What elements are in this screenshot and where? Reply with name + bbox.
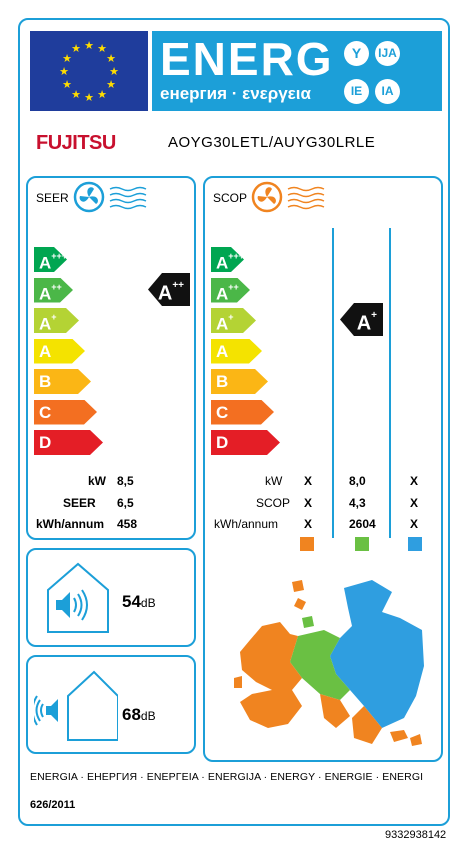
- scop-class-letter-3: A: [216, 341, 229, 361]
- outdoor-noise-panel: [26, 655, 196, 754]
- scop-class-arrow-6: D: [211, 430, 280, 455]
- speaker-outdoor-icon: [34, 670, 118, 741]
- seer-class-plus-2: +: [51, 312, 57, 322]
- scop-annual-warmer: X: [304, 517, 313, 531]
- svg-text:★: ★: [59, 65, 69, 78]
- scop-scop-warmer: X: [304, 496, 313, 510]
- scop-rating-plus: +: [371, 310, 377, 321]
- scop-class-arrow-4: B: [211, 369, 268, 394]
- indoor-noise-panel: [26, 548, 196, 647]
- seer-class-arrow-6: D: [34, 430, 103, 455]
- average-climate-swatch: [355, 537, 369, 551]
- fan-cooling-icon: [73, 181, 147, 213]
- svg-text:★: ★: [106, 78, 116, 91]
- label-code: 9332938142: [385, 829, 447, 841]
- svg-text:★: ★: [84, 39, 94, 52]
- seer-class-arrow-5: C: [34, 400, 97, 425]
- europe-climate-map: [234, 580, 424, 746]
- indoor-noise-level: 54dB: [122, 592, 156, 612]
- scop-scop-label: SCOP: [256, 496, 291, 510]
- seer-class-letter-4: B: [39, 372, 52, 391]
- scop-rating-letter: A: [356, 312, 372, 335]
- scop-class-plus-0: +++: [228, 251, 245, 261]
- scop-class-plus-1: ++: [228, 281, 239, 292]
- seer-rating-plus: ++: [172, 280, 184, 291]
- seer-class-letter-2: A: [39, 314, 52, 334]
- brand-logo: FUJITSU: [36, 132, 116, 154]
- seer-title: SEER: [36, 191, 69, 205]
- seer-class-plus-0: +++: [51, 251, 68, 261]
- regulation-number: 626/2011: [30, 799, 76, 811]
- svg-text:★: ★: [62, 78, 72, 91]
- svg-text:★: ★: [62, 52, 72, 65]
- scop-class-letter-1: A: [216, 284, 229, 304]
- seer-class-plus-1: ++: [51, 281, 62, 292]
- seer-class-letter-1: A: [39, 284, 52, 304]
- scop-annual-label: kWh/annum: [214, 517, 279, 531]
- energy-subtitle: енергия · ενεργεια: [160, 84, 311, 103]
- seer-kw-label: kW: [88, 474, 106, 488]
- seer-rating-letter: A: [157, 282, 173, 305]
- scop-kw-average: 8,0: [349, 474, 366, 488]
- indoor-noise-value: 54: [122, 592, 141, 611]
- cooling-panel: [26, 176, 196, 540]
- scop-kw-colder: X: [410, 474, 419, 488]
- outdoor-noise-level: 68dB: [122, 705, 156, 725]
- label-frame: [18, 18, 450, 826]
- seer-class-arrow-4: B: [34, 369, 91, 394]
- scop-annual-colder: X: [410, 517, 419, 531]
- svg-text:★: ★: [106, 52, 116, 65]
- scop-kw-warmer: X: [304, 474, 313, 488]
- scop-class-letter-4: B: [216, 372, 229, 391]
- seer-kw-value: 8,5: [117, 474, 134, 488]
- scop-scop-average: 4,3: [349, 496, 366, 510]
- scop-divider-1: [332, 228, 334, 538]
- lang-suffix-ia: IA: [375, 79, 400, 104]
- lang-suffix-y: Y: [344, 41, 369, 66]
- eu-flag: ★ ★ ★ ★ ★ ★ ★ ★ ★ ★ ★ ★: [30, 31, 148, 111]
- speaker-indoor-icon: [47, 562, 109, 633]
- scop-class-arrow-5: C: [211, 400, 274, 425]
- outdoor-noise-unit: dB: [140, 709, 156, 723]
- scop-class-letter-6: D: [216, 433, 229, 452]
- seer-class-letter-3: A: [39, 341, 52, 361]
- svg-text:★: ★: [84, 91, 94, 104]
- seer-class-letter-5: C: [39, 402, 52, 422]
- scop-kw-label: kW: [265, 474, 283, 488]
- warmer-climate-swatch: [300, 537, 314, 551]
- scop-scop-colder: X: [410, 496, 419, 510]
- scop-class-plus-2: +: [228, 312, 234, 322]
- scop-class-letter-2: A: [216, 314, 229, 334]
- seer-class-letter-0: A: [39, 253, 52, 273]
- outdoor-noise-value: 68: [122, 705, 141, 724]
- eu-stars-icon: ★ ★★ ★★★ ★★★ ★★★: [59, 39, 119, 104]
- svg-text:★: ★: [71, 88, 81, 101]
- seer-seer-label: SEER: [63, 496, 96, 510]
- svg-text:★: ★: [97, 88, 107, 101]
- lang-suffix-ie: IE: [344, 79, 369, 104]
- fan-heating-icon: [251, 181, 325, 213]
- model-number: AOYG30LETL/AUYG30LRLE: [168, 134, 376, 151]
- colder-climate-swatch: [408, 537, 422, 551]
- svg-text:★: ★: [109, 65, 119, 78]
- heating-panel: [203, 176, 443, 762]
- energy-title: ENERG: [160, 33, 334, 85]
- scop-divider-2: [389, 228, 391, 538]
- scop-title: SCOP: [213, 191, 248, 205]
- svg-text:★: ★: [71, 42, 81, 55]
- seer-seer-value: 6,5: [117, 496, 134, 510]
- seer-class-letter-6: D: [39, 433, 52, 452]
- seer-annual-label: kWh/annum: [36, 517, 104, 531]
- scop-annual-average: 2604: [349, 517, 376, 531]
- indoor-noise-unit: dB: [140, 596, 156, 610]
- scop-class-letter-0: A: [216, 253, 229, 273]
- lang-suffix-ija: IJA: [375, 41, 400, 66]
- energy-words-footer: ENERGIA · ЕНЕРГИЯ · ΕΝΕΡΓΕΙΑ · ENERGIJA …: [30, 771, 424, 783]
- seer-annual-value: 458: [117, 517, 138, 531]
- svg-text:★: ★: [97, 42, 107, 55]
- scop-class-letter-5: C: [216, 402, 229, 422]
